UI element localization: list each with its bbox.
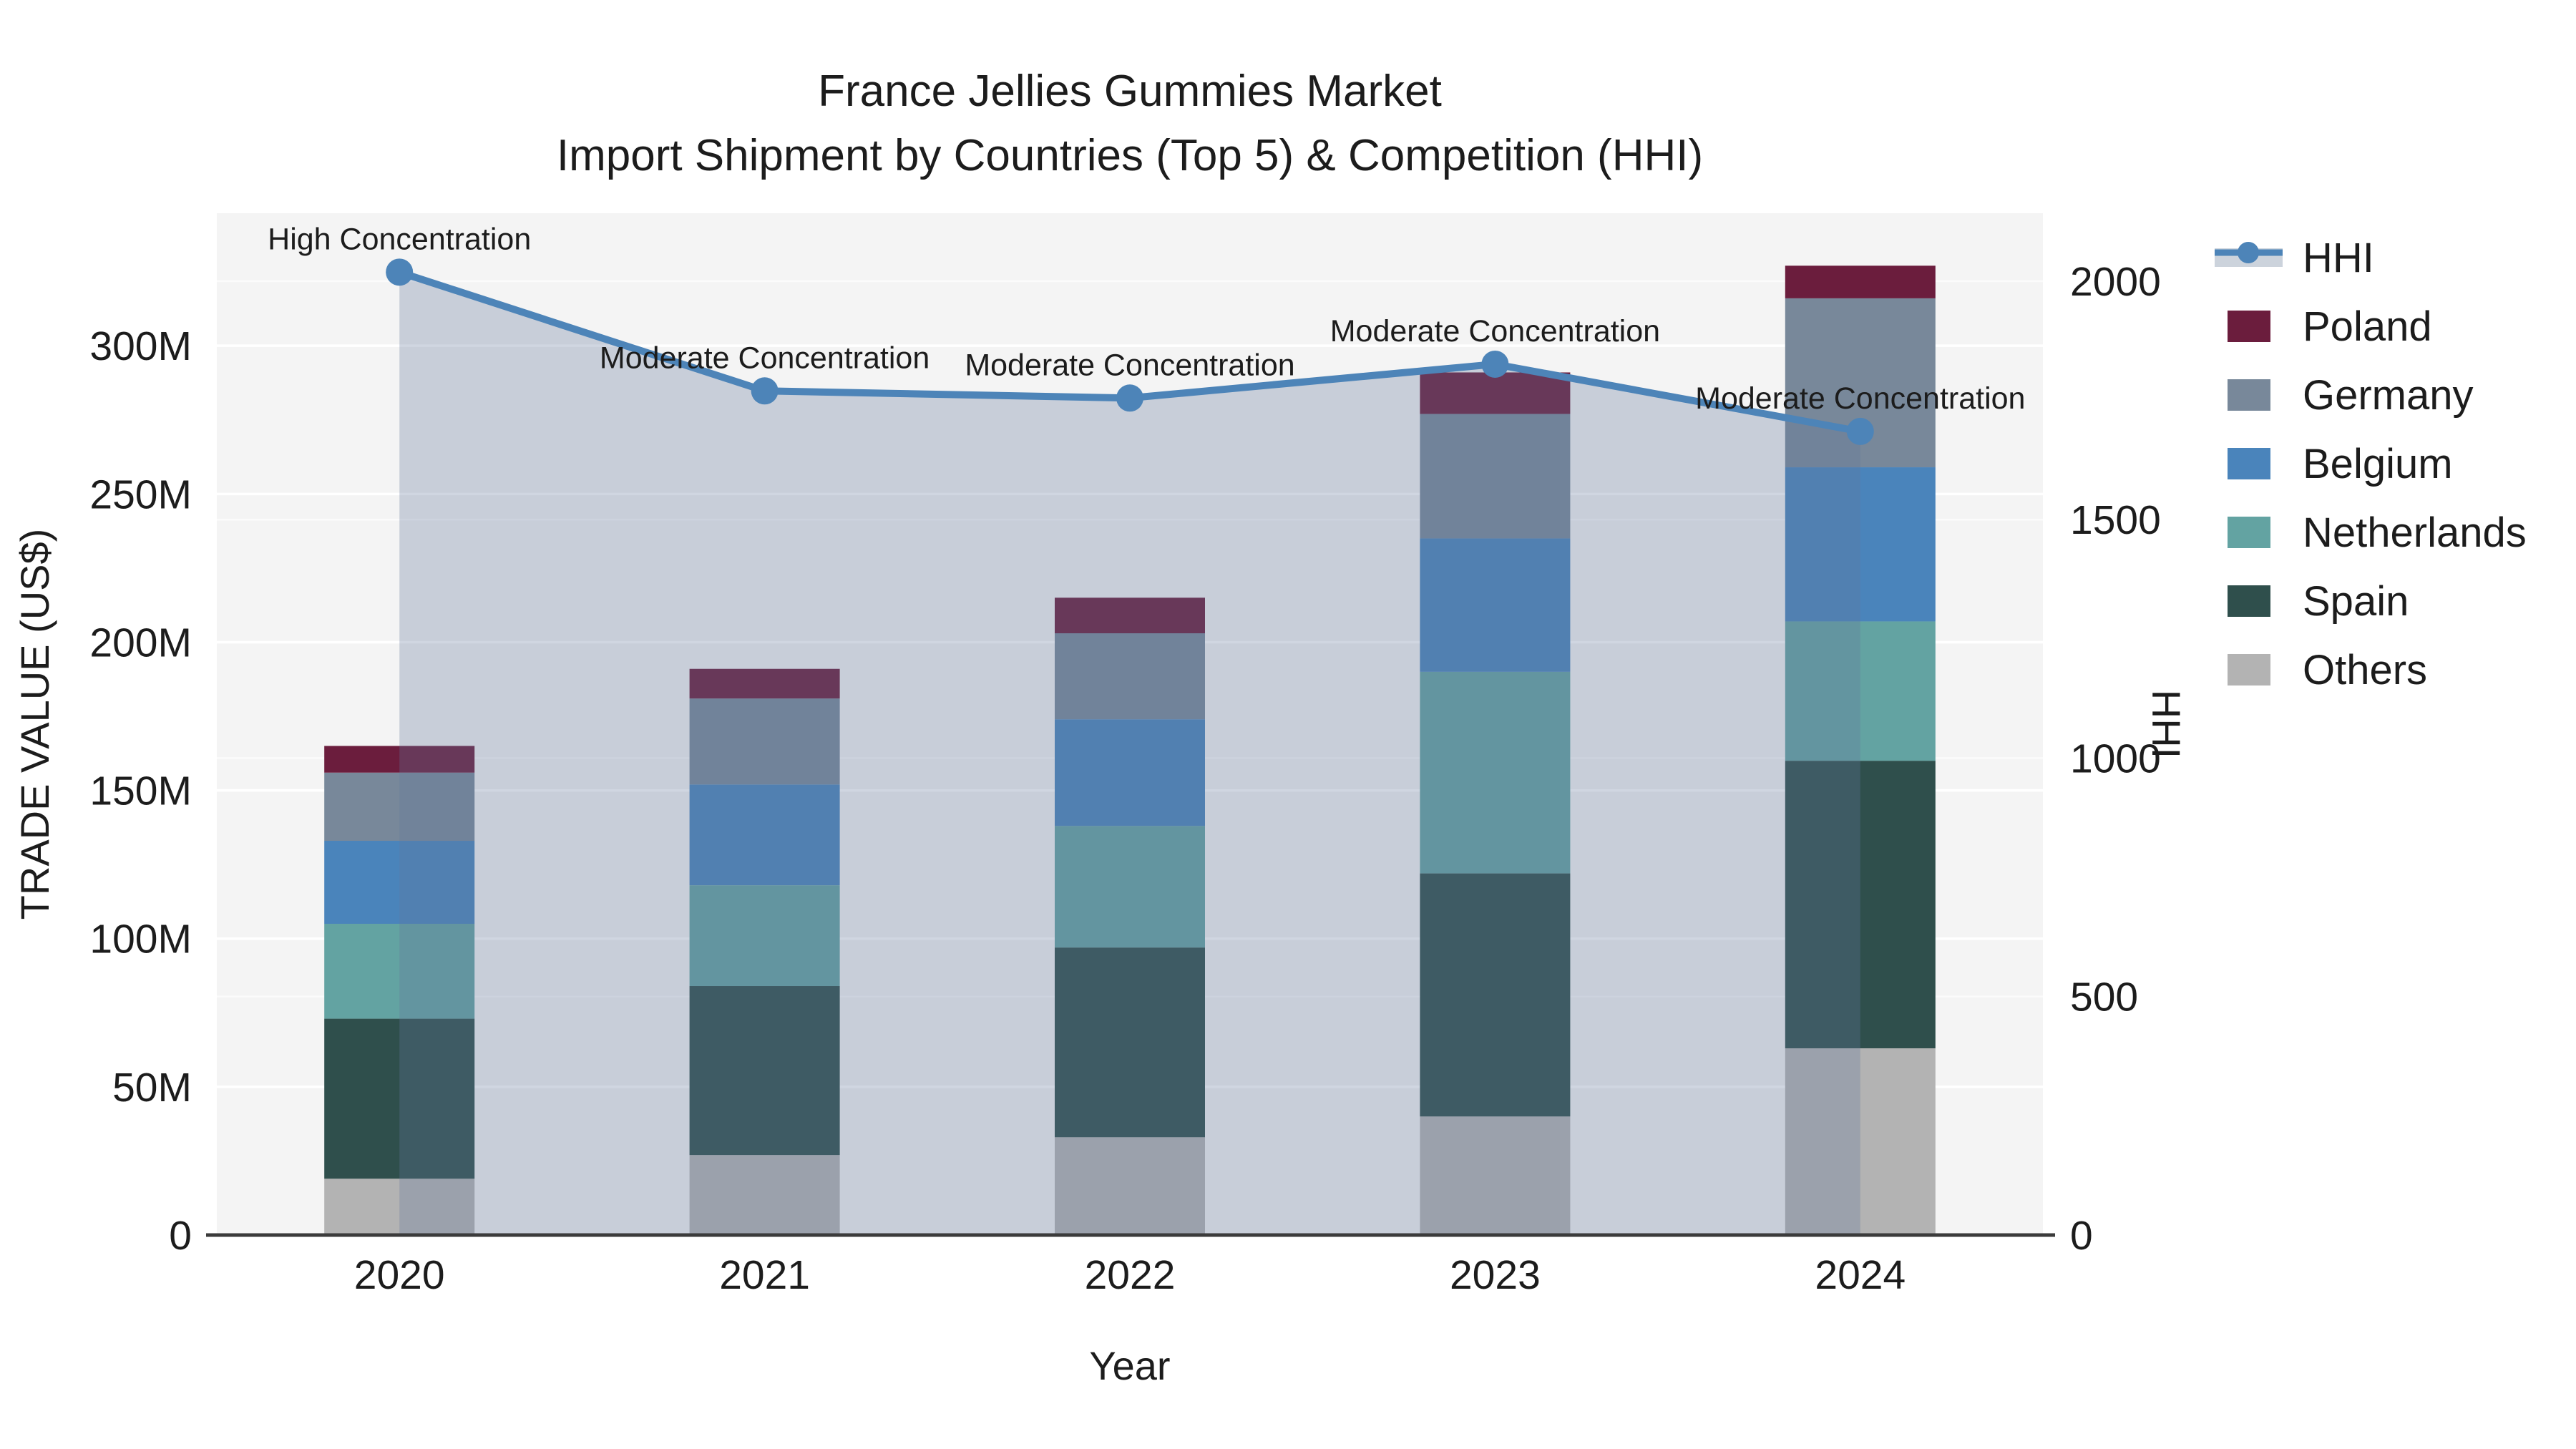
hhi-marker-2020 xyxy=(386,258,414,286)
y2-tick-1000: 1000 xyxy=(2070,736,2161,781)
bar-segment-belgium-2021 xyxy=(689,784,840,886)
legend-item-spain[interactable]: Spain xyxy=(2228,578,2409,625)
y2-tick-500: 500 xyxy=(2070,975,2138,1020)
bar-segment-germany-2020 xyxy=(324,772,475,841)
hhi-marker-2022 xyxy=(1116,384,1143,412)
legend-item-belgium[interactable]: Belgium xyxy=(2228,441,2453,487)
bar-segment-germany-2023 xyxy=(1420,414,1571,539)
bar-segment-netherlands-2023 xyxy=(1420,671,1571,874)
bar-segment-poland-2024 xyxy=(1785,265,1936,298)
hhi-marker-2021 xyxy=(751,377,779,405)
hhi-legend-marker xyxy=(2238,242,2259,263)
legend-swatch-germany xyxy=(2228,379,2270,411)
legend-item-poland[interactable]: Poland xyxy=(2228,303,2432,350)
annotation-2024: Moderate Concentration xyxy=(1695,381,2025,416)
bar-segment-spain-2022 xyxy=(1055,947,1205,1138)
bar-segment-spain-2023 xyxy=(1420,873,1571,1117)
bar-2023 xyxy=(1420,372,1571,1235)
annotation-2021: Moderate Concentration xyxy=(600,341,930,375)
bar-segment-others-2020 xyxy=(324,1179,475,1235)
legend-swatch-spain xyxy=(2228,585,2270,617)
legend-item-hhi[interactable]: HHI xyxy=(2215,235,2374,281)
legend-label-spain: Spain xyxy=(2303,578,2409,625)
legend-item-netherlands[interactable]: Netherlands xyxy=(2228,509,2527,556)
y-tick-200M: 200M xyxy=(89,620,192,665)
x-tick-2020: 2020 xyxy=(354,1252,445,1298)
bar-segment-others-2022 xyxy=(1055,1137,1205,1235)
bar-2022 xyxy=(1055,597,1205,1235)
x-tick-2023: 2023 xyxy=(1450,1252,1541,1298)
chart-title-line1: France Jellies Gummies Market xyxy=(818,67,1442,116)
y-axis-title: TRADE VALUE (US$) xyxy=(12,529,57,920)
bar-segment-netherlands-2024 xyxy=(1785,621,1936,761)
bar-segment-germany-2022 xyxy=(1055,633,1205,720)
y2-tick-2000: 2000 xyxy=(2070,259,2161,305)
bar-segment-poland-2021 xyxy=(689,668,840,699)
legend-label-poland: Poland xyxy=(2303,303,2432,350)
x-tick-2024: 2024 xyxy=(1815,1252,1906,1298)
legend-label-belgium: Belgium xyxy=(2303,441,2453,487)
bar-segment-netherlands-2020 xyxy=(324,924,475,1019)
bar-segment-spain-2021 xyxy=(689,986,840,1156)
y-tick-300M: 300M xyxy=(89,323,192,369)
legend-item-germany[interactable]: Germany xyxy=(2228,372,2474,419)
legend-item-others[interactable]: Others xyxy=(2228,647,2427,693)
y2-tick-1500: 1500 xyxy=(2070,497,2161,543)
bar-segment-spain-2024 xyxy=(1785,761,1936,1049)
hhi-area-fill xyxy=(399,272,1860,1236)
hhi-marker-2023 xyxy=(1481,350,1509,378)
bar-segment-netherlands-2021 xyxy=(689,885,840,987)
legend-label-hhi: HHI xyxy=(2303,235,2374,281)
bar-segment-others-2024 xyxy=(1785,1048,1936,1235)
bar-2020 xyxy=(324,746,475,1235)
y2-axis-title: HHI xyxy=(2144,690,2189,758)
y-tick-150M: 150M xyxy=(89,769,192,814)
bar-segment-germany-2021 xyxy=(689,698,840,785)
x-axis-title: Year xyxy=(1089,1343,1170,1388)
legend-swatch-belgium xyxy=(2228,448,2270,479)
y-tick-0: 0 xyxy=(169,1213,192,1259)
annotation-2022: Moderate Concentration xyxy=(965,348,1294,382)
bar-segment-others-2021 xyxy=(689,1155,840,1235)
x-tick-2021: 2021 xyxy=(719,1252,810,1298)
bar-2021 xyxy=(689,668,840,1235)
legend-label-others: Others xyxy=(2303,647,2427,693)
bar-segment-belgium-2023 xyxy=(1420,538,1571,672)
legend: HHI Poland Germany Belgium Netherlands Spain O… xyxy=(2215,235,2527,693)
legend-swatch-poland xyxy=(2228,311,2270,342)
bar-2024 xyxy=(1785,265,1936,1235)
legend-label-netherlands: Netherlands xyxy=(2303,509,2527,556)
bar-segment-poland-2023 xyxy=(1420,372,1571,414)
y-tick-100M: 100M xyxy=(89,917,192,962)
bar-segment-belgium-2024 xyxy=(1785,467,1936,622)
y-tick-50M: 50M xyxy=(112,1065,192,1111)
bar-segment-spain-2020 xyxy=(324,1018,475,1179)
bar-segment-poland-2022 xyxy=(1055,597,1205,634)
bar-segment-belgium-2020 xyxy=(324,841,475,924)
y2-tick-0: 0 xyxy=(2070,1213,2093,1259)
y-tick-250M: 250M xyxy=(89,472,192,517)
bar-segment-others-2023 xyxy=(1420,1116,1571,1235)
chart-title-line2: Import Shipment by Countries (Top 5) & C… xyxy=(557,131,1703,180)
annotation-2023: Moderate Concentration xyxy=(1330,314,1660,348)
bar-segment-poland-2020 xyxy=(324,746,475,773)
x-tick-2022: 2022 xyxy=(1085,1252,1176,1298)
plot-area: 0 50M 100M 150M 200M 250M 300M 0 500 1000 1500 2000… xyxy=(89,213,2161,1298)
bar-segment-netherlands-2022 xyxy=(1055,826,1205,948)
bar-segment-belgium-2022 xyxy=(1055,719,1205,826)
annotation-2020: High Concentration xyxy=(268,222,531,256)
hhi-marker-2024 xyxy=(1846,417,1874,445)
legend-label-germany: Germany xyxy=(2303,372,2474,419)
legend-swatch-netherlands xyxy=(2228,517,2270,548)
legend-swatch-others xyxy=(2228,654,2270,686)
